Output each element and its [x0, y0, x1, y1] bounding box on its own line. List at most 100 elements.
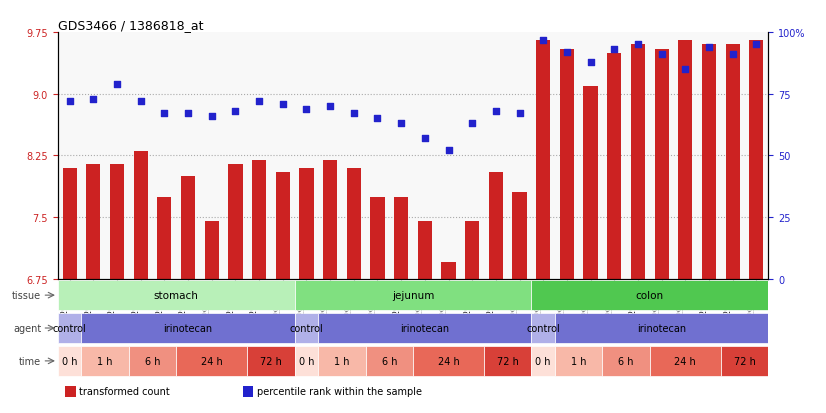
Bar — [276, 173, 290, 279]
Text: 6 h: 6 h — [145, 356, 160, 366]
FancyBboxPatch shape — [650, 346, 721, 376]
Point — [584, 59, 597, 66]
Point — [679, 66, 692, 73]
Text: stomach: stomach — [154, 290, 198, 300]
FancyBboxPatch shape — [82, 346, 129, 376]
Bar — [243, 386, 254, 396]
Text: GDS3466 / 1386818_at: GDS3466 / 1386818_at — [58, 19, 203, 32]
Point — [134, 99, 147, 105]
FancyBboxPatch shape — [176, 346, 247, 376]
FancyBboxPatch shape — [318, 313, 531, 343]
Point — [560, 50, 573, 56]
FancyBboxPatch shape — [555, 313, 768, 343]
Bar — [394, 197, 408, 279]
Point — [750, 42, 763, 49]
Bar — [299, 169, 314, 279]
Text: 6 h: 6 h — [382, 356, 397, 366]
Point — [253, 99, 266, 105]
Text: irinotecan: irinotecan — [401, 323, 449, 333]
Point — [513, 111, 526, 118]
Point — [702, 45, 715, 51]
Text: control: control — [526, 323, 560, 333]
Bar — [347, 169, 361, 279]
Text: 72 h: 72 h — [733, 356, 756, 366]
Text: control: control — [290, 323, 323, 333]
Point — [655, 52, 668, 59]
Bar — [65, 386, 76, 396]
FancyBboxPatch shape — [58, 313, 82, 343]
FancyBboxPatch shape — [295, 281, 531, 310]
Bar — [418, 222, 432, 279]
Text: agent: agent — [13, 323, 41, 333]
Bar — [110, 164, 124, 279]
Text: 24 h: 24 h — [675, 356, 696, 366]
Bar — [370, 197, 385, 279]
Point — [466, 121, 479, 127]
Point — [158, 111, 171, 118]
Point — [442, 148, 455, 154]
FancyBboxPatch shape — [295, 346, 318, 376]
Point — [418, 135, 431, 142]
Text: 72 h: 72 h — [496, 356, 519, 366]
FancyBboxPatch shape — [531, 346, 555, 376]
Bar — [134, 152, 148, 279]
Bar — [749, 41, 763, 279]
Text: 0 h: 0 h — [299, 356, 314, 366]
Text: 24 h: 24 h — [438, 356, 459, 366]
Text: irinotecan: irinotecan — [637, 323, 686, 333]
Text: 1 h: 1 h — [97, 356, 113, 366]
Point — [87, 96, 100, 103]
Point — [489, 109, 502, 115]
Point — [63, 99, 76, 105]
Text: jejunum: jejunum — [392, 290, 434, 300]
Text: colon: colon — [636, 290, 664, 300]
FancyBboxPatch shape — [413, 346, 484, 376]
Bar — [631, 45, 645, 279]
Bar — [702, 45, 716, 279]
FancyBboxPatch shape — [82, 313, 295, 343]
Text: percentile rank within the sample: percentile rank within the sample — [257, 386, 422, 396]
Bar — [465, 222, 479, 279]
Point — [324, 104, 337, 110]
Point — [276, 101, 289, 108]
Point — [371, 116, 384, 122]
Point — [608, 47, 621, 54]
Text: 1 h: 1 h — [571, 356, 586, 366]
Bar — [157, 197, 172, 279]
Point — [300, 106, 313, 113]
Text: 72 h: 72 h — [260, 356, 282, 366]
Text: control: control — [53, 323, 87, 333]
FancyBboxPatch shape — [58, 281, 295, 310]
Point — [229, 109, 242, 115]
Text: 6 h: 6 h — [619, 356, 634, 366]
FancyBboxPatch shape — [602, 346, 650, 376]
Bar — [607, 54, 621, 279]
Point — [726, 52, 739, 59]
Point — [347, 111, 360, 118]
Text: 1 h: 1 h — [335, 356, 349, 366]
FancyBboxPatch shape — [555, 346, 602, 376]
Bar — [252, 160, 266, 279]
FancyBboxPatch shape — [129, 346, 176, 376]
FancyBboxPatch shape — [721, 346, 768, 376]
Bar — [63, 169, 77, 279]
Bar — [560, 50, 574, 279]
Point — [111, 81, 124, 88]
Bar — [441, 263, 456, 279]
Bar — [205, 222, 219, 279]
Bar — [512, 193, 527, 279]
FancyBboxPatch shape — [247, 346, 295, 376]
Text: transformed count: transformed count — [79, 386, 170, 396]
Point — [631, 42, 644, 49]
Text: time: time — [19, 356, 41, 366]
Text: 0 h: 0 h — [535, 356, 551, 366]
FancyBboxPatch shape — [318, 346, 366, 376]
Bar — [654, 50, 669, 279]
FancyBboxPatch shape — [295, 313, 318, 343]
Text: 0 h: 0 h — [62, 356, 78, 366]
Text: irinotecan: irinotecan — [164, 323, 212, 333]
FancyBboxPatch shape — [484, 346, 531, 376]
Bar — [536, 41, 550, 279]
Bar — [725, 45, 740, 279]
Point — [205, 114, 218, 120]
